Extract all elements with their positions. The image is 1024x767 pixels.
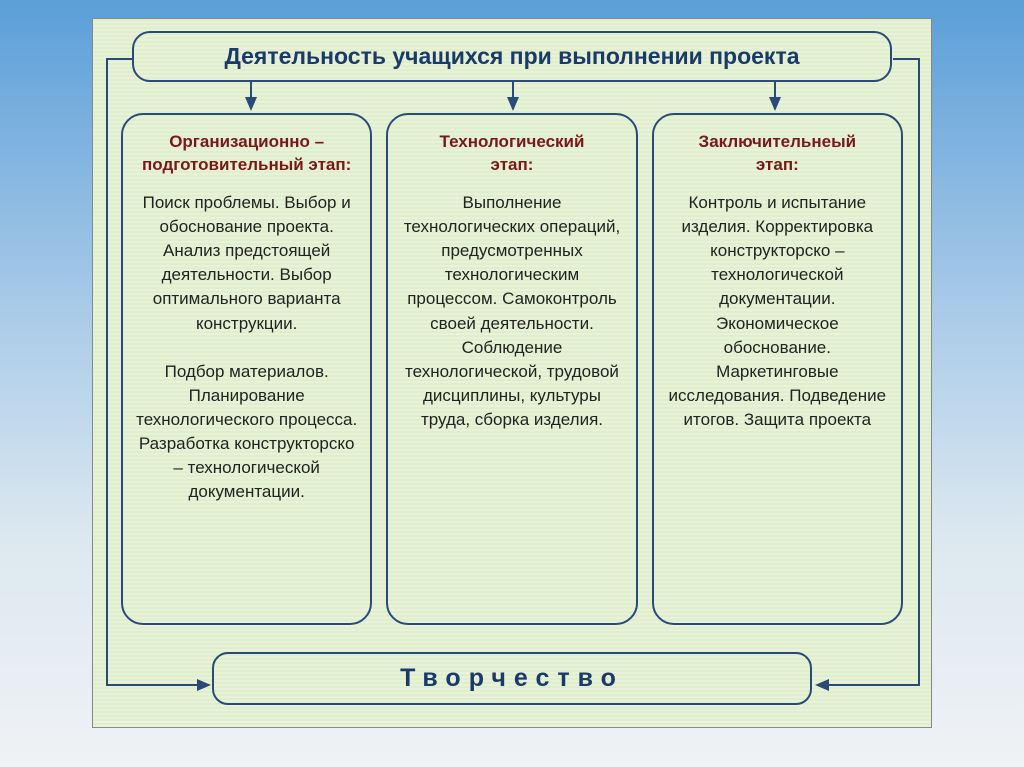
stage-1-title: Организационно – подготовительный этап: [133, 131, 360, 177]
stage-1-body: Поиск проблемы. Выбор и обоснование прое… [133, 191, 360, 505]
column-stage-1: Организационно – подготовительный этап: … [121, 113, 372, 625]
stage-2-body: Выполнение технологических операций, пре… [398, 191, 625, 432]
title-box: Деятельность учащихся при выполнении про… [132, 31, 892, 82]
column-stage-2: Технологический этап: Выполнение техноло… [386, 113, 637, 625]
stage-3-body: Контроль и испытание изделия. Корректиро… [664, 191, 891, 432]
column-stage-3: Заключительнеый этап: Контроль и испытан… [652, 113, 903, 625]
diagram-container: Деятельность учащихся при выполнении про… [92, 18, 932, 728]
bottom-box: Творчество [212, 652, 812, 705]
stage-2-title: Технологический этап: [398, 131, 625, 177]
title-text: Деятельность учащихся при выполнении про… [224, 43, 799, 69]
stage-3-title: Заключительнеый этап: [664, 131, 891, 177]
columns-row: Организационно – подготовительный этап: … [121, 113, 903, 625]
bottom-text: Творчество [400, 664, 624, 692]
